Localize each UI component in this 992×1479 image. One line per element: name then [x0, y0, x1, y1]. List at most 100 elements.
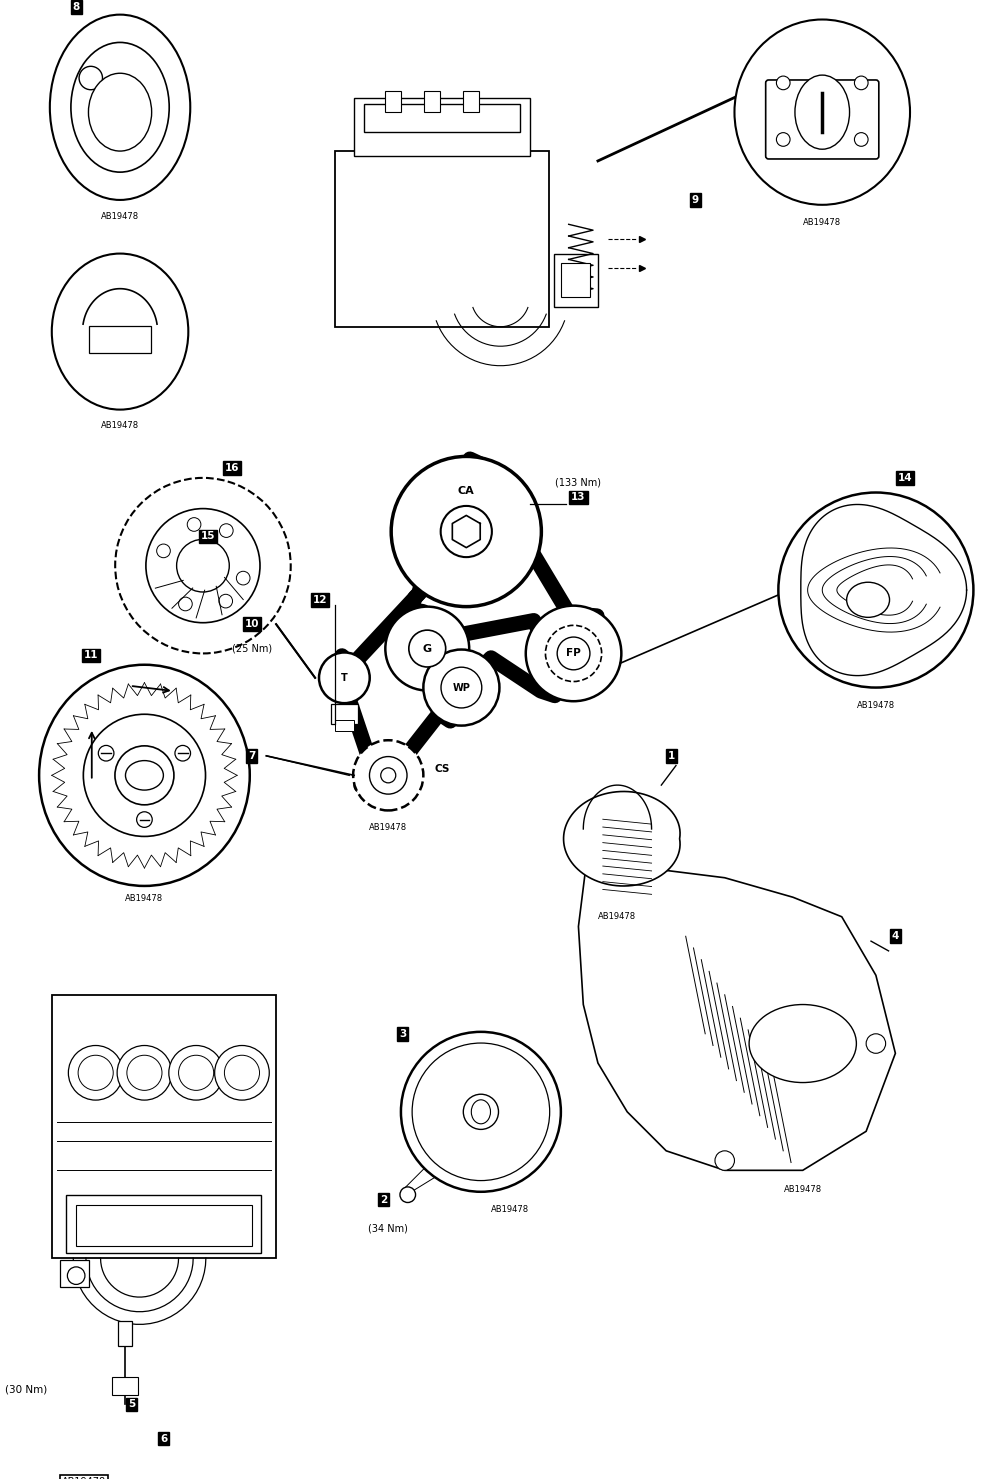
Circle shape — [137, 812, 152, 827]
Circle shape — [146, 509, 260, 623]
Bar — [52, 995, 276, 1259]
Bar — [560, 263, 590, 297]
Bar — [334, 151, 550, 327]
Text: (25 Nm): (25 Nm) — [232, 643, 272, 654]
Circle shape — [78, 1055, 113, 1090]
Ellipse shape — [125, 760, 164, 790]
Text: AB19478: AB19478 — [784, 1185, 821, 1194]
Text: AB19478: AB19478 — [369, 824, 408, 833]
Text: T: T — [341, 673, 348, 683]
Text: AB19478: AB19478 — [857, 701, 895, 710]
Circle shape — [68, 1046, 123, 1100]
Circle shape — [463, 1094, 499, 1130]
Text: 8: 8 — [72, 1, 79, 12]
Circle shape — [219, 595, 232, 608]
Text: 1: 1 — [668, 751, 675, 760]
Bar — [385, 90, 401, 112]
Bar — [463, 90, 479, 112]
Bar — [118, 1322, 132, 1346]
Text: 6: 6 — [161, 1433, 168, 1444]
Circle shape — [854, 75, 868, 90]
Circle shape — [179, 598, 192, 611]
Circle shape — [422, 1053, 540, 1171]
Ellipse shape — [734, 19, 910, 204]
Text: CA: CA — [458, 487, 474, 497]
Circle shape — [127, 1055, 162, 1090]
Circle shape — [424, 649, 499, 726]
Bar — [60, 1260, 89, 1287]
Circle shape — [441, 667, 482, 708]
Circle shape — [175, 745, 190, 762]
Text: AB19478: AB19478 — [491, 1205, 529, 1214]
Circle shape — [83, 714, 205, 837]
Text: 14: 14 — [898, 473, 913, 482]
Bar — [66, 1195, 262, 1253]
Circle shape — [409, 630, 445, 667]
Circle shape — [236, 571, 250, 584]
Text: 16: 16 — [225, 463, 239, 473]
Circle shape — [777, 75, 790, 90]
Text: (34 Nm): (34 Nm) — [368, 1225, 408, 1233]
Circle shape — [219, 524, 233, 537]
Text: (133 Nm): (133 Nm) — [556, 478, 601, 488]
Circle shape — [115, 745, 174, 805]
Circle shape — [440, 1072, 521, 1152]
Circle shape — [854, 133, 868, 146]
Circle shape — [214, 1046, 269, 1100]
FancyBboxPatch shape — [766, 80, 879, 158]
Bar — [555, 253, 598, 308]
Circle shape — [224, 1055, 260, 1090]
Circle shape — [177, 540, 229, 592]
Circle shape — [187, 518, 201, 531]
Circle shape — [779, 493, 973, 688]
Circle shape — [526, 605, 621, 701]
Circle shape — [866, 1034, 886, 1053]
Polygon shape — [452, 516, 480, 547]
Circle shape — [157, 544, 171, 558]
Ellipse shape — [795, 75, 849, 149]
Text: G: G — [423, 643, 432, 654]
Polygon shape — [578, 849, 896, 1170]
Text: FP: FP — [566, 648, 581, 658]
Text: 5: 5 — [128, 1399, 135, 1409]
Circle shape — [777, 133, 790, 146]
Text: 13: 13 — [571, 493, 585, 503]
Circle shape — [369, 757, 407, 794]
Circle shape — [319, 652, 370, 703]
Text: AB19478: AB19478 — [62, 1478, 106, 1479]
Circle shape — [385, 606, 469, 691]
Circle shape — [617, 858, 637, 877]
Ellipse shape — [749, 1004, 856, 1083]
Text: 12: 12 — [312, 595, 327, 605]
Text: 2: 2 — [380, 1195, 387, 1204]
Text: AB19478: AB19478 — [101, 422, 139, 430]
Text: (30 Nm): (30 Nm) — [5, 1384, 47, 1395]
Circle shape — [715, 1151, 734, 1170]
Circle shape — [115, 478, 291, 654]
Circle shape — [400, 1188, 416, 1202]
Circle shape — [440, 506, 492, 558]
Text: 11: 11 — [83, 651, 98, 661]
Bar — [364, 105, 520, 132]
Circle shape — [401, 1032, 560, 1192]
Text: AB19478: AB19478 — [125, 895, 164, 904]
Circle shape — [381, 768, 396, 782]
Bar — [334, 720, 354, 732]
Circle shape — [558, 637, 590, 670]
Ellipse shape — [39, 664, 250, 886]
Bar — [89, 327, 151, 353]
Text: 3: 3 — [399, 1029, 407, 1038]
Text: AB19478: AB19478 — [598, 913, 637, 921]
Ellipse shape — [471, 1100, 490, 1124]
Ellipse shape — [88, 74, 152, 151]
Bar — [76, 1205, 252, 1247]
Text: 4: 4 — [892, 932, 899, 941]
Circle shape — [98, 745, 114, 762]
Text: CS: CS — [434, 765, 449, 775]
Bar — [354, 98, 530, 157]
Circle shape — [117, 1046, 172, 1100]
Circle shape — [391, 457, 542, 606]
Circle shape — [169, 1046, 223, 1100]
Circle shape — [179, 1055, 213, 1090]
Bar — [425, 90, 439, 112]
